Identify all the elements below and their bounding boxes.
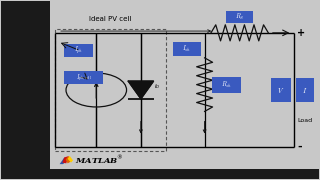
Text: Load: Load [297, 118, 313, 123]
Text: $I_{ph,cell}$: $I_{ph,cell}$ [76, 72, 92, 83]
Bar [55, 29, 166, 151]
Bar [64, 44, 93, 57]
Polygon shape [128, 81, 154, 99]
Bar [212, 77, 241, 93]
Bar [1, 1, 50, 179]
Polygon shape [66, 156, 72, 163]
Bar [271, 78, 292, 102]
Polygon shape [62, 156, 68, 163]
Text: $R_S$: $R_S$ [235, 12, 244, 22]
Text: $I_{sh}$: $I_{sh}$ [182, 44, 192, 54]
Bar [64, 71, 103, 84]
Text: $I_{ph}$: $I_{ph}$ [74, 45, 84, 56]
Text: -: - [297, 142, 302, 152]
Text: +: + [297, 28, 305, 38]
Polygon shape [60, 157, 68, 164]
Bar [226, 10, 253, 23]
Text: $I$: $I$ [302, 86, 308, 94]
Text: Ideal PV cell: Ideal PV cell [89, 15, 132, 22]
Bar [1, 169, 319, 179]
Bar [173, 42, 201, 56]
Text: MATLAB$^{\circledR}$: MATLAB$^{\circledR}$ [75, 154, 124, 166]
Text: $R_{sh}$: $R_{sh}$ [221, 80, 232, 90]
Polygon shape [68, 156, 73, 163]
Bar [296, 78, 314, 102]
Text: $I_D$: $I_D$ [154, 82, 160, 91]
Text: $V$: $V$ [277, 86, 285, 94]
